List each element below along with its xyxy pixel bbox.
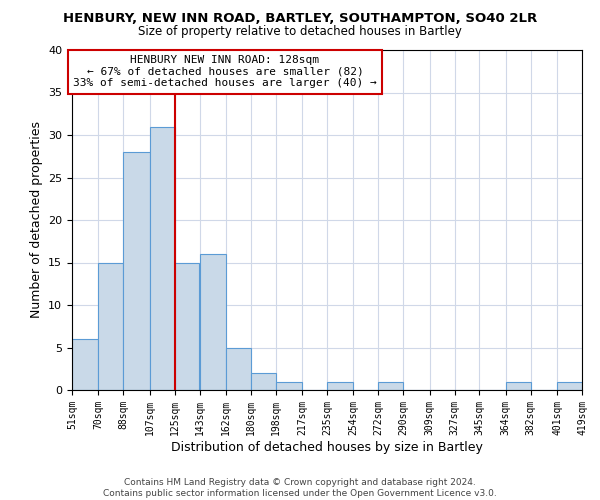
Bar [226,348,251,390]
Bar [506,382,531,390]
Text: Contains HM Land Registry data © Crown copyright and database right 2024.
Contai: Contains HM Land Registry data © Crown c… [103,478,497,498]
Bar [72,339,98,390]
Bar [276,382,302,390]
Y-axis label: Number of detached properties: Number of detached properties [29,122,43,318]
Text: Size of property relative to detached houses in Bartley: Size of property relative to detached ho… [138,25,462,38]
Bar [251,373,276,390]
Bar [199,254,226,390]
Bar [175,262,199,390]
Text: HENBURY, NEW INN ROAD, BARTLEY, SOUTHAMPTON, SO40 2LR: HENBURY, NEW INN ROAD, BARTLEY, SOUTHAMP… [63,12,537,26]
Bar [123,152,149,390]
X-axis label: Distribution of detached houses by size in Bartley: Distribution of detached houses by size … [171,440,483,454]
Bar [327,382,353,390]
Bar [98,262,123,390]
Bar [149,126,175,390]
Bar [557,382,582,390]
Text: HENBURY NEW INN ROAD: 128sqm
← 67% of detached houses are smaller (82)
33% of se: HENBURY NEW INN ROAD: 128sqm ← 67% of de… [73,55,377,88]
Bar [378,382,403,390]
